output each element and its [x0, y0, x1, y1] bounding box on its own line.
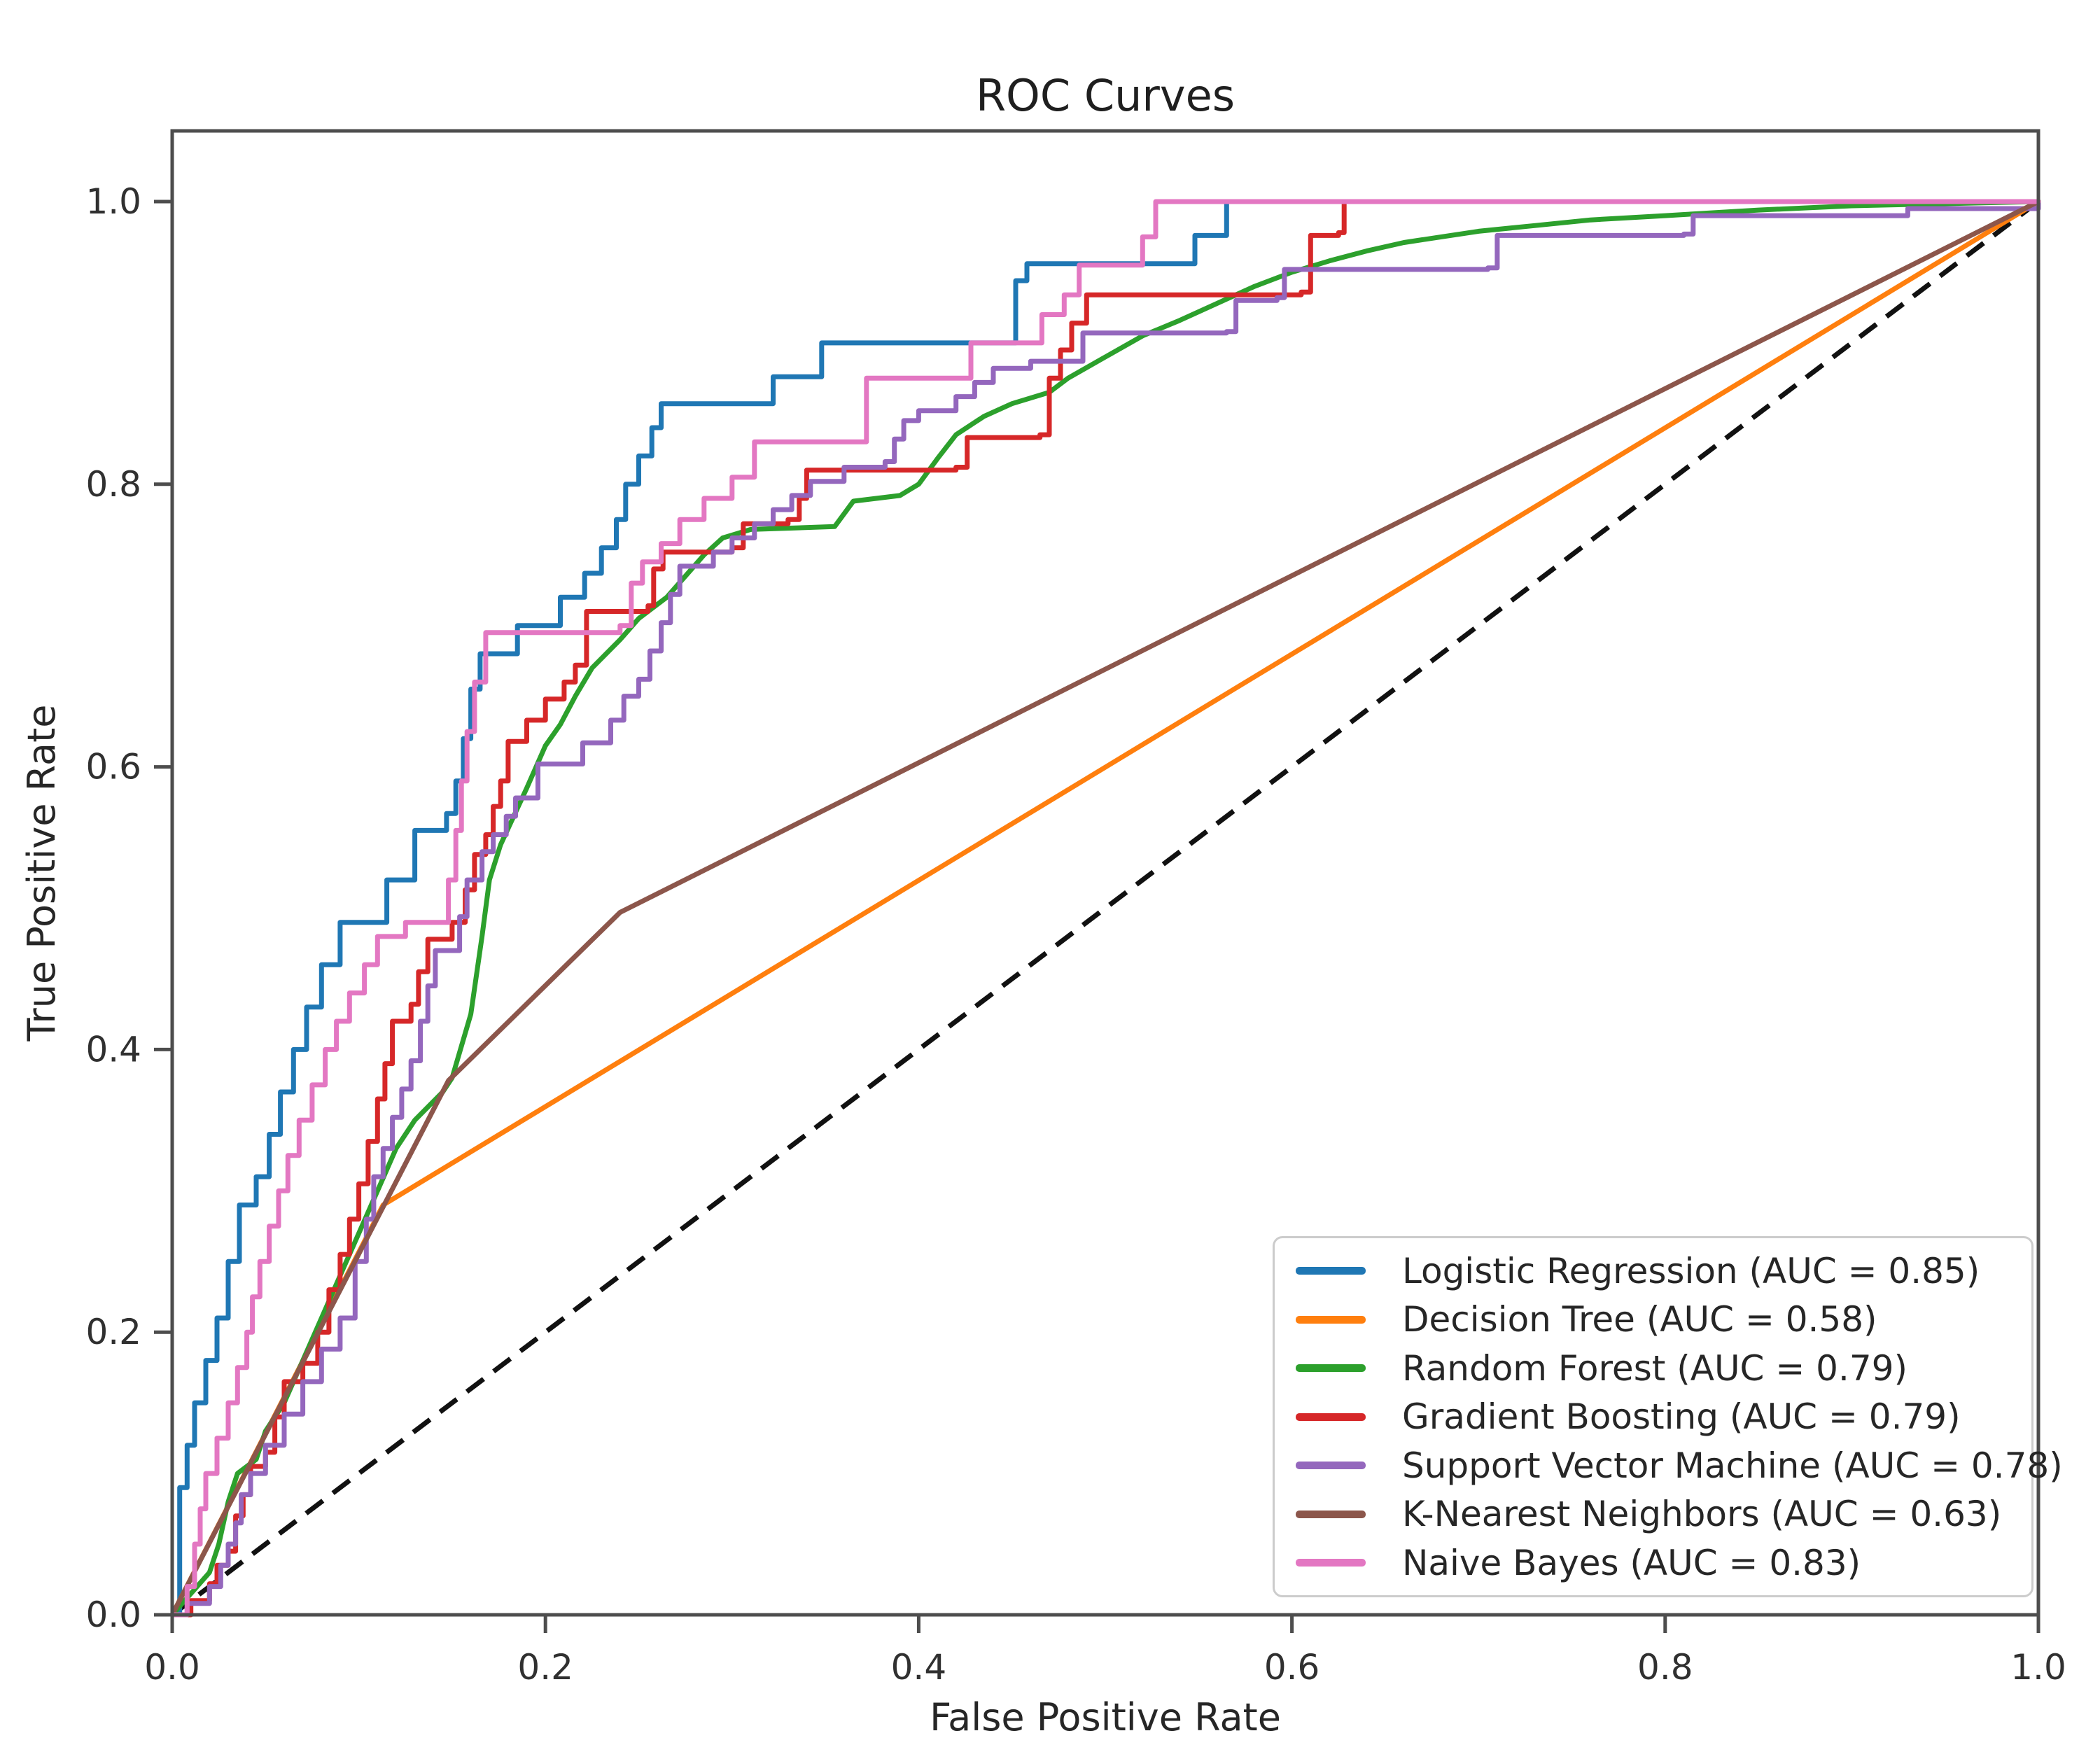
legend-line-sample-support-vector-machine [1296, 1462, 1366, 1469]
legend-line-sample-decision-tree [1296, 1315, 1366, 1324]
x-tick-label: 0.0 [144, 1647, 200, 1688]
legend-item: Gradient Boosting (AUC = 0.79) [1296, 1396, 2010, 1437]
y-tick-label: 0.2 [85, 1312, 141, 1352]
legend-line-sample-k-nearest-neighbors [1296, 1510, 1366, 1518]
series-k-nearest-neighbors [169, 199, 2041, 1618]
x-tick-label: 0.6 [1264, 1647, 1320, 1688]
legend-item: Decision Tree (AUC = 0.58) [1296, 1299, 2010, 1340]
chance-diagonal-line [170, 199, 2040, 1617]
legend-item-label: K-Nearest Neighbors (AUC = 0.63) [1402, 1494, 2002, 1534]
legend-line-sample-naive-bayes [1296, 1559, 1366, 1567]
legend-item-label: Naive Bayes (AUC = 0.83) [1402, 1542, 1861, 1583]
x-tick-label: 0.8 [1637, 1647, 1693, 1688]
legend: Logistic Regression (AUC = 0.85) Decision… [1273, 1236, 2063, 1597]
x-tick-label: 0.4 [891, 1647, 947, 1688]
y-tick-label: 0.6 [85, 747, 141, 787]
legend-line-sample-logistic-regression [1296, 1267, 1366, 1275]
legend-item-label: Gradient Boosting (AUC = 0.79) [1402, 1396, 1961, 1437]
series-support-vector-machine [169, 199, 2041, 1618]
legend-line-sample-random-forest [1296, 1364, 1366, 1372]
chart-title: ROC Curves [976, 70, 1235, 121]
series-random-forest [169, 199, 2041, 1618]
legend-item-label: Logistic Regression (AUC = 0.85) [1402, 1250, 1980, 1291]
legend-item: Random Forest (AUC = 0.79) [1296, 1348, 2010, 1389]
legend-item-label: Decision Tree (AUC = 0.58) [1402, 1299, 1877, 1340]
legend-item: Support Vector Machine (AUC = 0.78) [1296, 1445, 2063, 1486]
legend-line-sample-gradient-boosting [1296, 1413, 1366, 1421]
x-tick-label: 1.0 [2010, 1647, 2066, 1688]
y-tick-label: 1.0 [85, 181, 141, 222]
legend-item: Logistic Regression (AUC = 0.85) [1296, 1251, 2010, 1291]
y-axis-label: True Positive Rate [20, 704, 64, 1042]
y-tick-label: 0.8 [85, 464, 141, 505]
y-tick-label: 0.4 [85, 1029, 141, 1070]
legend-item: K-Nearest Neighbors (AUC = 0.63) [1296, 1494, 2010, 1534]
legend-item-label: Random Forest (AUC = 0.79) [1402, 1347, 1907, 1389]
plot-area: 0.0 0.2 0.4 0.6 0.8 1.0 0.0 0.2 0.4 0.6 0.8 1.0 [85, 129, 2066, 1688]
x-axis-label: False Positive Rate [930, 1695, 1281, 1739]
legend-item-label: Support Vector Machine (AUC = 0.78) [1402, 1445, 2063, 1486]
y-tick-label: 0.0 [85, 1595, 141, 1635]
series-naive-bayes [169, 199, 2041, 1618]
x-tick-label: 0.2 [517, 1647, 573, 1688]
legend-item: Naive Bayes (AUC = 0.83) [1296, 1543, 2010, 1583]
